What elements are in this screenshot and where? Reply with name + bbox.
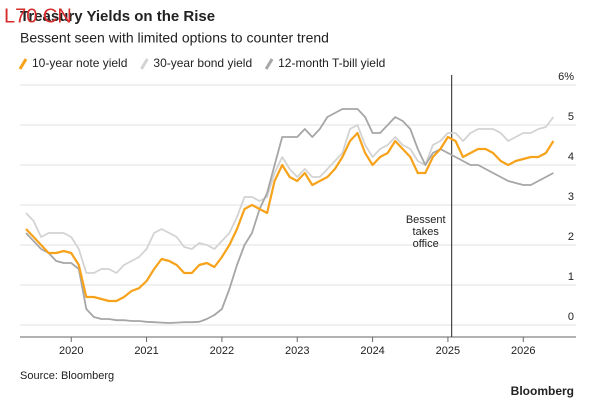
x-tick-label: 2024 bbox=[360, 345, 384, 357]
legend-label: 10-year note yield bbox=[32, 56, 127, 70]
legend-label: 30-year bond yield bbox=[153, 56, 252, 70]
legend-label: 12-month T-bill yield bbox=[278, 56, 385, 70]
annotation-text: office bbox=[413, 238, 439, 250]
x-tick-label: 2020 bbox=[59, 345, 83, 357]
x-tick-label: 2026 bbox=[511, 345, 535, 357]
watermark: L70 CN bbox=[4, 5, 72, 27]
legend-swatch bbox=[140, 58, 149, 70]
y-tick-label: 0 bbox=[568, 311, 574, 323]
annotation-text: takes bbox=[413, 226, 440, 238]
y-tick-label: 2 bbox=[568, 231, 574, 243]
y-tick-label: 3 bbox=[568, 191, 574, 203]
legend-swatch bbox=[18, 58, 28, 70]
series-line bbox=[25, 131, 555, 303]
chart-subtitle: Bessent seen with limited options to cou… bbox=[20, 30, 329, 46]
brand: Bloomberg bbox=[511, 384, 574, 398]
y-tick-label: 4 bbox=[568, 151, 574, 163]
series-line bbox=[25, 108, 554, 324]
source: Source: Bloomberg bbox=[20, 370, 114, 382]
y-tick-label: 6% bbox=[558, 71, 574, 83]
x-tick-label: 2022 bbox=[210, 345, 234, 357]
y-tick-label: 1 bbox=[568, 271, 574, 283]
chart-title: Treasury Yields on the Rise bbox=[20, 8, 215, 25]
x-tick-label: 2021 bbox=[134, 345, 158, 357]
x-tick-label: 2025 bbox=[436, 345, 460, 357]
annotation-text: Bessent bbox=[406, 214, 446, 226]
y-tick-label: 5 bbox=[568, 111, 574, 123]
x-tick-label: 2023 bbox=[285, 345, 309, 357]
series-line bbox=[25, 116, 555, 274]
legend-swatch bbox=[264, 58, 274, 70]
